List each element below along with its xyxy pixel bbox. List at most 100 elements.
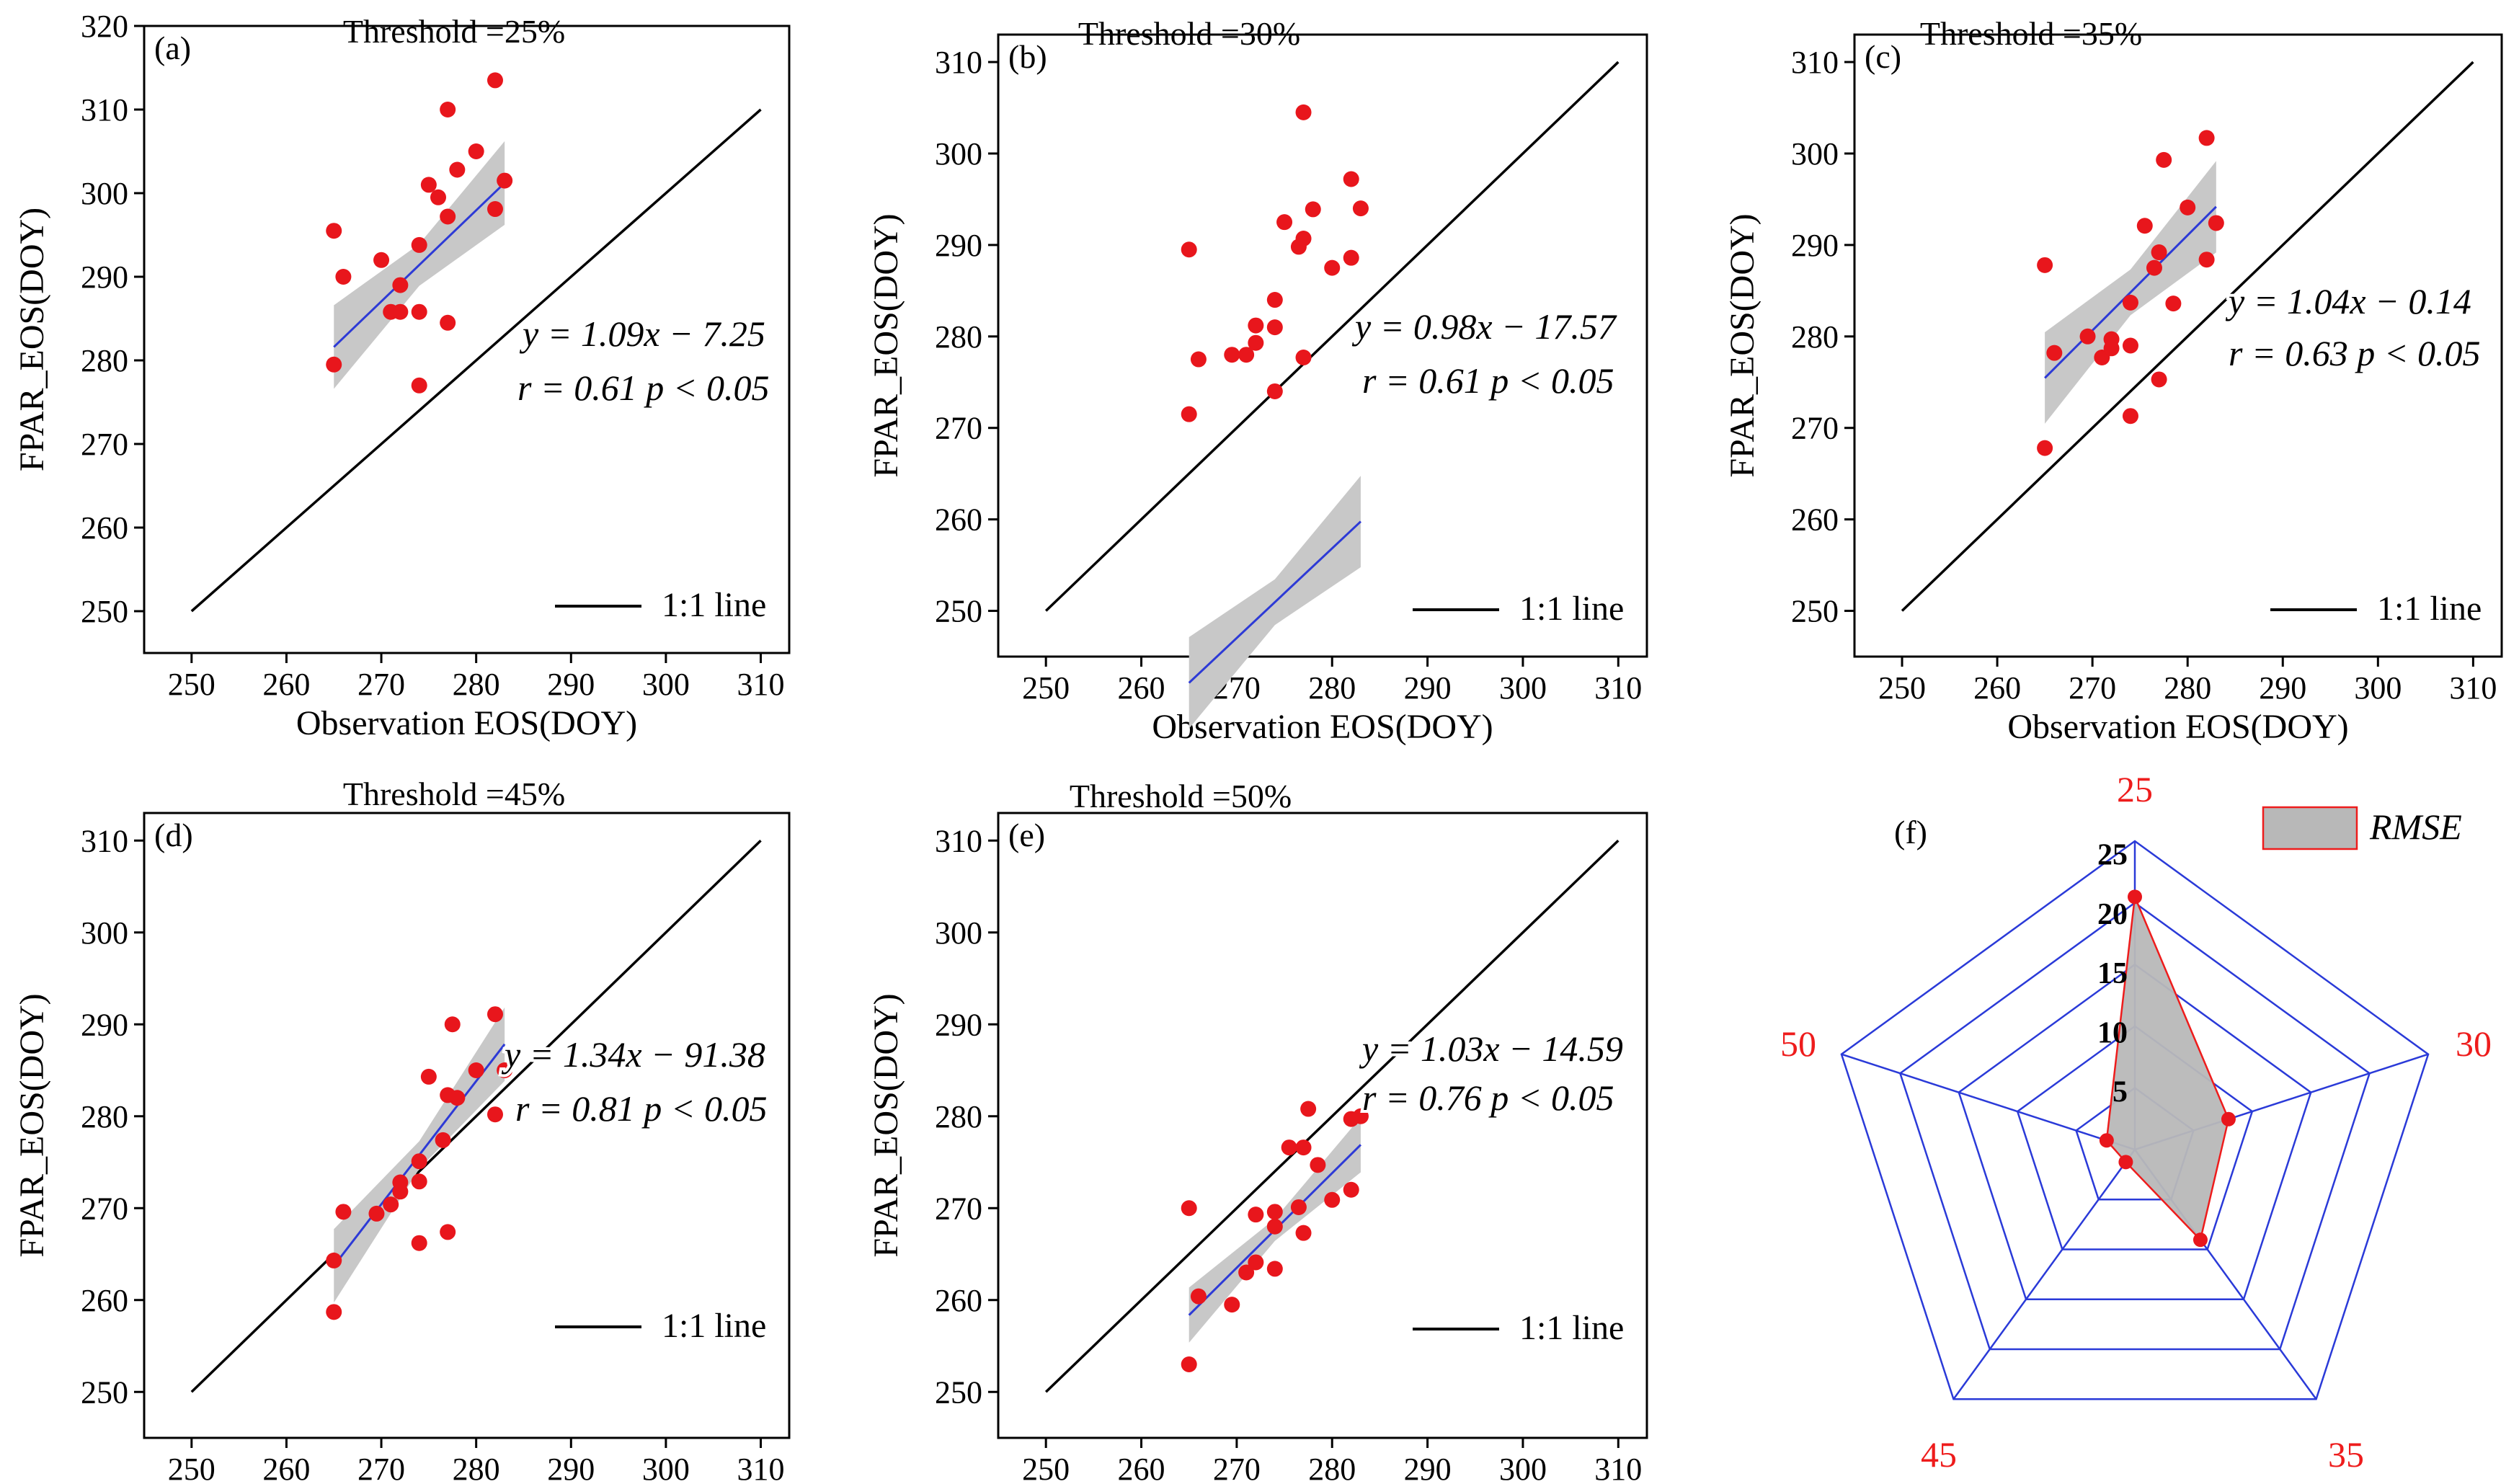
y-tick-label: 260 (935, 502, 982, 538)
y-tick-label: 260 (935, 1283, 982, 1318)
data-point (1343, 1181, 1359, 1198)
data-point (411, 303, 427, 320)
y-tick-label: 270 (935, 411, 982, 446)
x-tick-label: 270 (357, 667, 405, 702)
data-point (1310, 1157, 1326, 1173)
data-point (487, 1006, 503, 1023)
x-tick-label: 300 (1499, 670, 1547, 706)
radar-spoke (1841, 1053, 2136, 1151)
x-tick-label: 260 (262, 667, 310, 702)
x-tick-label: 260 (1118, 1452, 1165, 1484)
data-point (487, 72, 503, 89)
data-point (440, 208, 456, 225)
radar-ring (1958, 963, 2312, 1301)
y-tick-label: 260 (81, 1283, 128, 1318)
x-tick-label: 300 (2354, 670, 2402, 706)
x-tick-label: 300 (1499, 1452, 1547, 1484)
radar-ring (2016, 1025, 2254, 1250)
data-point (2037, 257, 2053, 273)
y-tick-label: 250 (81, 594, 128, 629)
regression-stats: r = 0.81 p < 0.05 (515, 1088, 767, 1129)
x-tick-label: 250 (1022, 1452, 1070, 1484)
y-axis-label: FPAR_EOS(DOY) (867, 213, 905, 477)
x-tick-label: 290 (1404, 670, 1452, 706)
y-tick-label: 270 (81, 427, 128, 462)
regression-equation: y = 1.09x − 7.25 (519, 314, 765, 354)
regression-equation: y = 1.04x − 0.14 (2225, 281, 2471, 321)
x-tick-label: 270 (357, 1452, 405, 1484)
y-tick-label: 320 (81, 9, 128, 44)
y-tick-label: 280 (935, 319, 982, 355)
x-tick-label: 300 (642, 1452, 690, 1484)
data-point (326, 1304, 342, 1320)
x-tick-label: 280 (453, 1452, 500, 1484)
panel-title: Threshold =50% (1070, 778, 1292, 814)
radar-scale-label: 20 (2097, 898, 2128, 931)
rmse-point (2193, 1232, 2208, 1248)
data-point (368, 1205, 385, 1222)
data-point (468, 1062, 484, 1078)
y-tick-label: 280 (1791, 319, 1839, 355)
one-to-one-line (1044, 839, 1620, 1393)
rmse-point (2128, 889, 2142, 905)
x-axis-label: Observation EOS(DOY) (1152, 708, 1493, 746)
data-point (487, 201, 503, 218)
data-point (1266, 1218, 1283, 1235)
y-tick-label: 250 (1791, 594, 1839, 629)
x-tick-label: 270 (1213, 1452, 1261, 1484)
radar-spoke (1952, 1149, 2136, 1400)
data-point (1248, 1207, 1264, 1223)
data-point (2146, 259, 2162, 276)
regression-line (1188, 520, 1361, 684)
data-point (1238, 1264, 1255, 1281)
x-tick-label: 250 (168, 667, 216, 702)
rmse-point (2099, 1133, 2114, 1148)
x-tick-label: 300 (642, 667, 690, 702)
regression-line (333, 182, 506, 348)
panel-title: Threshold =45% (343, 776, 565, 812)
data-point (2198, 130, 2215, 146)
radar-category-label: 25 (2117, 769, 2153, 809)
x-tick-label: 290 (2259, 670, 2306, 706)
scatter-panel-5: 250 260 270 280 290 300 310 250 260 270 280 290 300 3… (867, 778, 1648, 1484)
data-point (2122, 294, 2138, 311)
data-point (392, 1174, 409, 1191)
x-tick-label: 310 (2449, 670, 2497, 706)
regression-stats: r = 0.76 p < 0.05 (1362, 1078, 1614, 1118)
data-point (1181, 1200, 1197, 1217)
data-point (392, 277, 409, 293)
x-tick-label: 280 (1308, 1452, 1356, 1484)
data-point (435, 1132, 451, 1148)
x-tick-label: 260 (262, 1452, 310, 1484)
legend-label: 1:1 line (1519, 1309, 1624, 1347)
data-point (1343, 171, 1359, 187)
radar-scale-label: 10 (2097, 1016, 2128, 1049)
radar-ring (1898, 902, 2371, 1351)
data-point (1343, 249, 1359, 266)
scatter-panel-1: 250 260 270 280 290 300 310 250 260 270 280 290 300 3… (13, 9, 791, 742)
data-point (2136, 218, 2153, 234)
y-tick-label: 310 (1791, 45, 1839, 80)
y-tick-label: 300 (1791, 136, 1839, 172)
regression-equation: y = 1.03x − 14.59 (1359, 1028, 1623, 1069)
scatter-panel-4: 250 260 270 280 290 300 310 250 260 270 280 290 300 3… (13, 776, 791, 1484)
data-point (1281, 1139, 1297, 1156)
radar-panel: 5 10 15 20 25 25 30 35 45 50 (f) RMSE (1780, 769, 2492, 1475)
y-tick-label: 270 (81, 1191, 128, 1226)
x-tick-label: 250 (168, 1452, 216, 1484)
y-tick-label: 250 (935, 594, 982, 629)
panel-label: (b) (1008, 38, 1047, 75)
y-tick-label: 280 (81, 343, 128, 378)
panel-label: (d) (154, 817, 193, 853)
regression-line (2044, 205, 2217, 379)
data-point (1181, 406, 1197, 422)
y-axis-label: FPAR_EOS(DOY) (13, 993, 51, 1257)
y-tick-label: 290 (1791, 228, 1839, 263)
data-point (373, 252, 390, 268)
data-point (2165, 296, 2182, 312)
x-tick-label: 250 (1022, 670, 1070, 706)
panel-title: Threshold =30% (1078, 15, 1300, 52)
y-tick-label: 290 (81, 259, 128, 295)
data-point (440, 314, 456, 331)
data-point (1266, 383, 1283, 399)
